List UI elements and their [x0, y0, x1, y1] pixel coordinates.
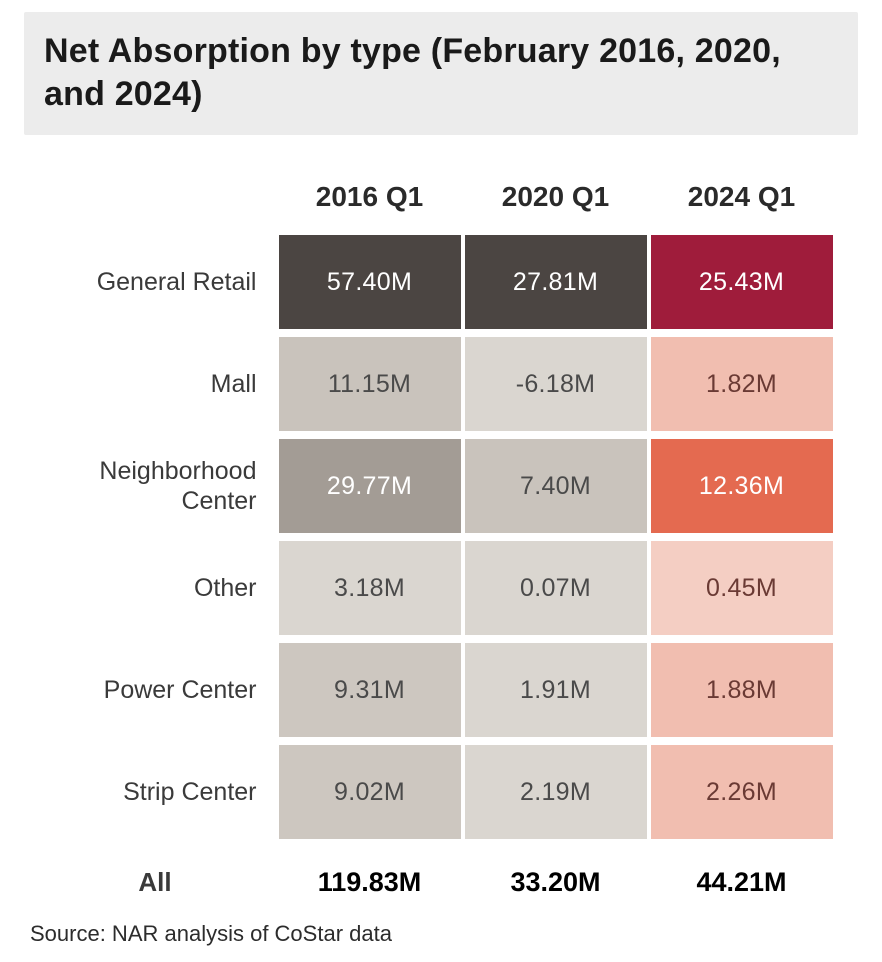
heatmap-table: 2016 Q1 2020 Q1 2024 Q1 General Retail57… — [46, 165, 837, 907]
heatmap-cell: 1.91M — [465, 643, 647, 737]
totals-row: All 119.83M 33.20M 44.21M — [50, 847, 833, 899]
row-label: Mall — [50, 337, 275, 431]
header-row: 2016 Q1 2020 Q1 2024 Q1 — [50, 173, 833, 227]
header-spacer — [50, 173, 275, 227]
heatmap-cell: 9.31M — [279, 643, 461, 737]
heatmap-cell: 1.82M — [651, 337, 833, 431]
row-label: Strip Center — [50, 745, 275, 839]
title-bar: Net Absorption by type (February 2016, 2… — [24, 12, 858, 135]
table-row: Other3.18M0.07M0.45M — [50, 541, 833, 635]
col-header-2020q1: 2020 Q1 — [465, 173, 647, 227]
total-2020q1: 33.20M — [465, 847, 647, 899]
heatmap-cell: 7.40M — [465, 439, 647, 533]
heatmap-cell: 12.36M — [651, 439, 833, 533]
heatmap-cell: 2.19M — [465, 745, 647, 839]
heatmap-cell: 11.15M — [279, 337, 461, 431]
table-row: Strip Center9.02M2.19M2.26M — [50, 745, 833, 839]
table-row: Power Center9.31M1.91M1.88M — [50, 643, 833, 737]
heatmap-cell: 29.77M — [279, 439, 461, 533]
col-header-2016q1: 2016 Q1 — [279, 173, 461, 227]
row-label: General Retail — [50, 235, 275, 329]
heatmap-cell: 2.26M — [651, 745, 833, 839]
heatmap-cell: 0.45M — [651, 541, 833, 635]
heatmap-cell: 57.40M — [279, 235, 461, 329]
col-header-2024q1: 2024 Q1 — [651, 173, 833, 227]
heatmap-cell: 25.43M — [651, 235, 833, 329]
chart-canvas: Net Absorption by type (February 2016, 2… — [0, 0, 882, 962]
total-2024q1: 44.21M — [651, 847, 833, 899]
heatmap-cell: 27.81M — [465, 235, 647, 329]
row-label: Power Center — [50, 643, 275, 737]
heatmap-cell: -6.18M — [465, 337, 647, 431]
source-note: Source: NAR analysis of CoStar data — [24, 921, 858, 947]
chart-title: Net Absorption by type (February 2016, 2… — [44, 30, 838, 115]
table-row: Mall11.15M-6.18M1.82M — [50, 337, 833, 431]
row-label: Other — [50, 541, 275, 635]
total-2016q1: 119.83M — [279, 847, 461, 899]
heatmap-body: General Retail57.40M27.81M25.43MMall11.1… — [50, 235, 833, 839]
totals-label: All — [50, 847, 275, 899]
table-row: General Retail57.40M27.81M25.43M — [50, 235, 833, 329]
table-row: Neighborhood Center29.77M7.40M12.36M — [50, 439, 833, 533]
heatmap-cell: 3.18M — [279, 541, 461, 635]
heatmap-cell: 1.88M — [651, 643, 833, 737]
row-label: Neighborhood Center — [50, 439, 275, 533]
heatmap-cell: 9.02M — [279, 745, 461, 839]
heatmap-cell: 0.07M — [465, 541, 647, 635]
heatmap-table-wrap: 2016 Q1 2020 Q1 2024 Q1 General Retail57… — [24, 165, 858, 907]
